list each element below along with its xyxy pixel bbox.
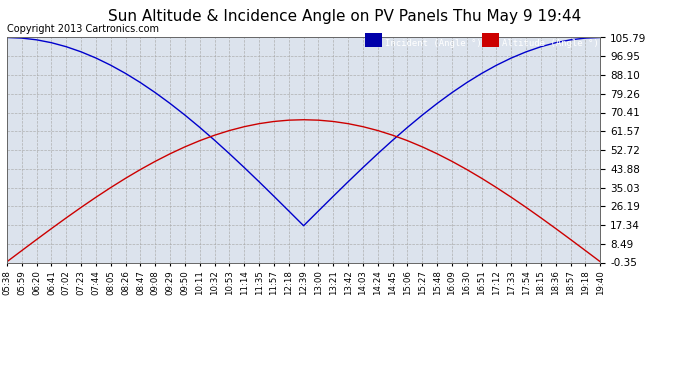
Legend: Incident (Angle °), Altitude (Angle °): Incident (Angle °), Altitude (Angle °) xyxy=(364,38,600,50)
Text: Copyright 2013 Cartronics.com: Copyright 2013 Cartronics.com xyxy=(7,24,159,34)
Text: Sun Altitude & Incidence Angle on PV Panels Thu May 9 19:44: Sun Altitude & Incidence Angle on PV Pan… xyxy=(108,9,582,24)
